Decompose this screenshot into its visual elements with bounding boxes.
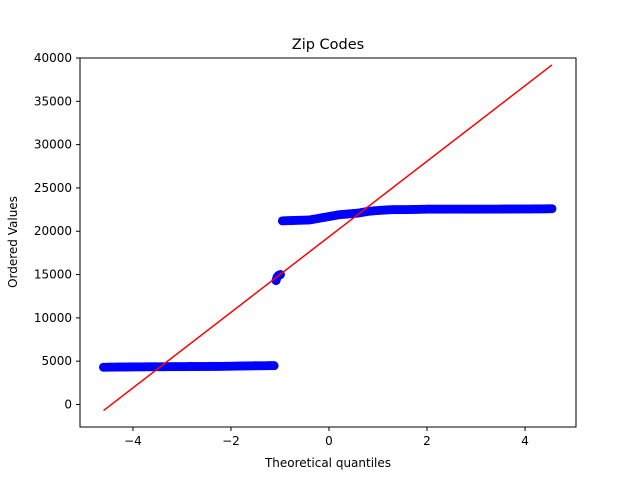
y-tick-label: 30000	[34, 138, 72, 152]
data-point	[269, 361, 279, 371]
x-tick-label: 2	[423, 434, 431, 448]
y-tick-label: 40000	[34, 51, 72, 65]
y-tick-label: 5000	[41, 354, 72, 368]
y-tick-label: 0	[64, 397, 72, 411]
y-axis-title: Ordered Values	[6, 196, 20, 288]
x-tick-label: 0	[325, 434, 333, 448]
y-tick-label: 20000	[34, 224, 72, 238]
y-tick-label: 15000	[34, 268, 72, 282]
y-tick-label: 35000	[34, 94, 72, 108]
x-axis-title: Theoretical quantiles	[264, 456, 391, 470]
y-tick-label: 25000	[34, 181, 72, 195]
x-tick-label: 4	[521, 434, 529, 448]
data-point	[547, 204, 557, 214]
axes-frame	[79, 57, 577, 428]
y-axis: 0 5000 10000 15000 20000 25000 30000 35000 40000	[34, 51, 80, 411]
x-tick-label: −4	[124, 434, 142, 448]
data-points	[99, 204, 557, 372]
x-tick-label: −2	[222, 434, 240, 448]
chart-title: Zip Codes	[292, 37, 364, 53]
data-layer	[99, 64, 557, 412]
x-axis: −4 −2 0 2 4	[124, 427, 529, 448]
y-tick-label: 10000	[34, 311, 72, 325]
fit-line	[103, 64, 553, 412]
